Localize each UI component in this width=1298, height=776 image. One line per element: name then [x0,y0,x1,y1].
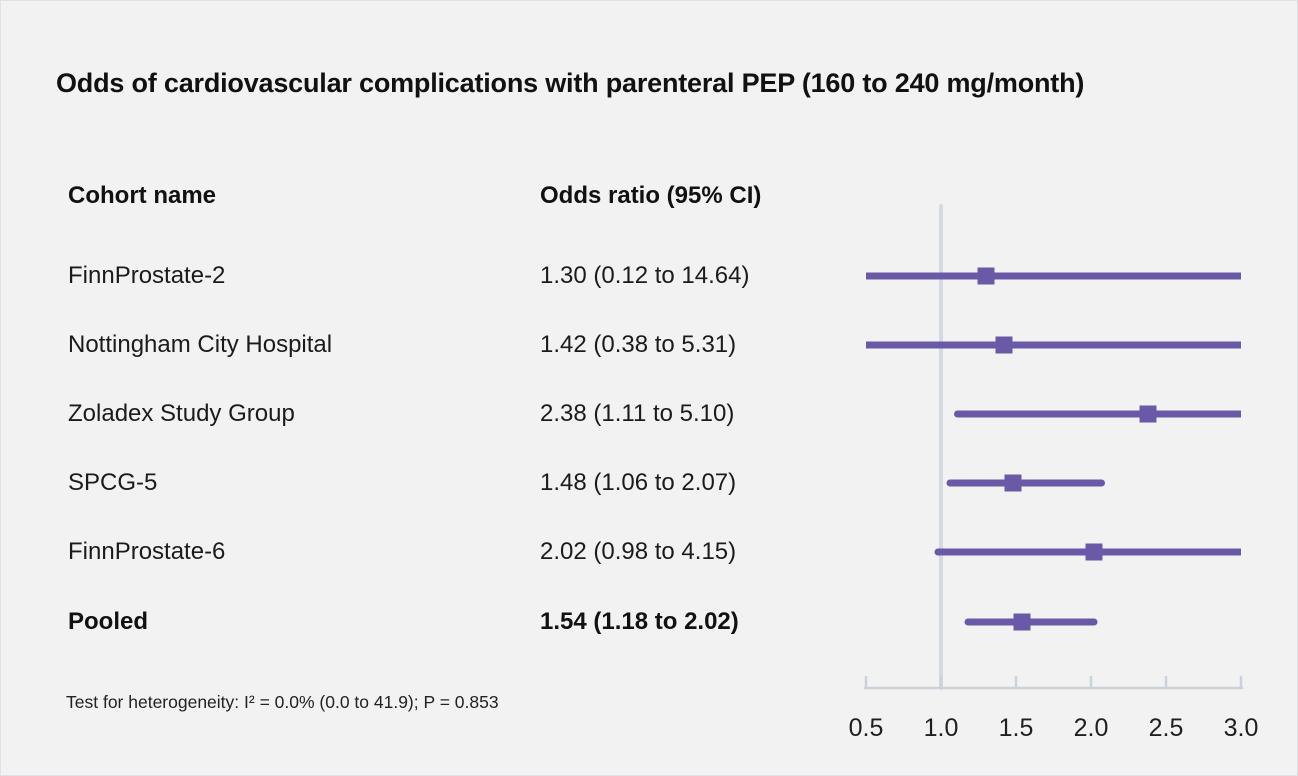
point-estimate-marker [977,267,995,285]
cohort-name: Zoladex Study Group [68,400,295,427]
point-estimate-marker [995,336,1013,354]
ci-cap-left [946,479,954,487]
table-row: Nottingham City Hospital 1.42 (0.38 to 5.… [1,329,831,361]
point-estimate-marker [1139,405,1157,423]
point-estimate-marker [1004,474,1022,492]
ci-cap-left [934,548,942,556]
table-row: Zoladex Study Group 2.38 (1.11 to 5.10) [1,398,831,430]
cohort-column-header: Cohort name [68,182,217,209]
cohort-name: SPCG-5 [68,469,158,496]
x-tick-label: 0.5 [849,714,884,742]
x-tick-label: 2.5 [1149,714,1184,742]
cohort-name: FinnProstate-2 [68,262,226,289]
x-tick-label: 2.0 [1074,714,1109,742]
point-estimate-marker [1085,543,1103,561]
ci-cap-left [954,410,961,418]
table-row: Pooled 1.54 (1.18 to 2.02) [1,606,831,638]
odds-ratio-value: 2.38 (1.11 to 5.10) [540,400,735,427]
cohort-name: Pooled [68,608,149,635]
figure-title: Odds of cardiovascular complications wit… [56,68,1085,98]
odds-ratio-value: 1.42 (0.38 to 5.31) [540,331,737,358]
ci-cap-right [1098,479,1105,487]
table-row: FinnProstate-2 1.30 (0.12 to 14.64) [1,260,831,292]
table-row: FinnProstate-6 2.02 (0.98 to 4.15) [1,536,831,568]
ci-cap-right [1090,618,1098,626]
cohort-name: Nottingham City Hospital [68,331,333,358]
odds-ratio-column-header: Odds ratio (95% CI) [540,182,762,209]
odds-ratio-value: 1.48 (1.06 to 2.07) [540,469,737,496]
table-row: SPCG-5 1.48 (1.06 to 2.07) [1,467,831,499]
odds-ratio-value: 1.54 (1.18 to 2.02) [540,608,739,635]
cohort-name: FinnProstate-6 [68,538,226,565]
ci-cap-left [964,618,972,626]
heterogeneity-footnote: Test for heterogeneity: I² = 0.0% (0.0 t… [66,692,499,712]
x-tick-label: 3.0 [1224,714,1259,742]
odds-ratio-value: 2.02 (0.98 to 4.15) [540,538,737,565]
x-tick-label: 1.5 [999,714,1034,742]
point-estimate-marker [1013,613,1031,631]
x-tick-label: 1.0 [924,714,959,742]
odds-ratio-value: 1.30 (0.12 to 14.64) [540,262,750,289]
